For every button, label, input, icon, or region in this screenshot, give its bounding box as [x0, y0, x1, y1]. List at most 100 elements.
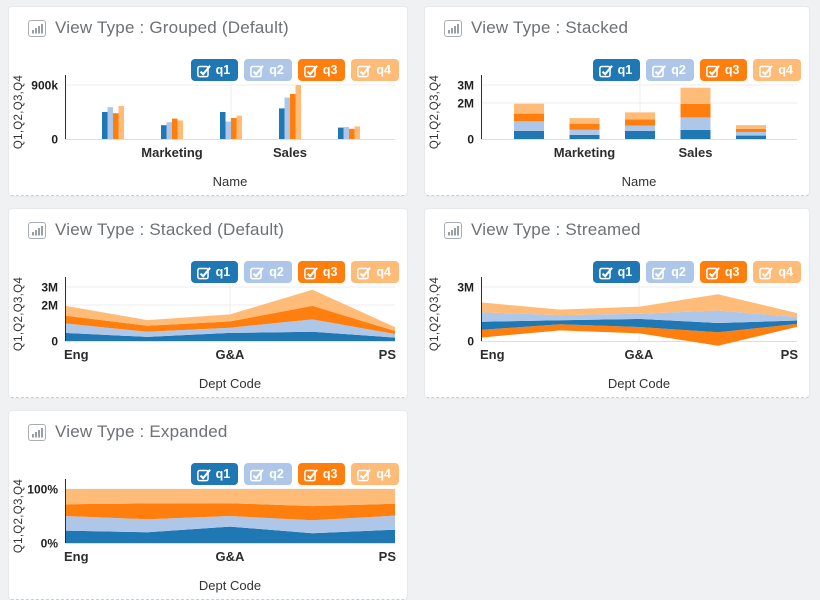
bar-segment-q2[interactable] — [680, 117, 711, 130]
legend-label: q2 — [269, 467, 284, 481]
bar-chart-icon — [444, 221, 462, 239]
bar-segment-q3[interactable] — [625, 119, 655, 126]
x-tick-label: G&A — [216, 347, 246, 362]
bar-q3[interactable] — [113, 113, 119, 139]
y-tick-label: 0 — [51, 335, 58, 349]
x-tick-label: Eng — [64, 347, 89, 362]
bar-segment-q1[interactable] — [736, 135, 766, 139]
stream-layer-q3[interactable] — [481, 323, 797, 346]
stream-layer-q2[interactable] — [481, 310, 797, 324]
bar-q1[interactable] — [279, 108, 285, 139]
legend-toggle-q2[interactable]: q2 — [646, 59, 694, 81]
bar-segment-q3[interactable] — [736, 128, 766, 132]
bar-segment-q2[interactable] — [569, 129, 600, 135]
stream-layer-q1[interactable] — [481, 318, 797, 333]
bar-q2[interactable] — [166, 122, 173, 139]
checkbox-checked-icon — [196, 468, 211, 481]
x-tick-label: Sales — [679, 145, 713, 160]
area-q4[interactable] — [65, 489, 395, 507]
x-tick-label: PS — [781, 347, 799, 362]
legend-toggle-q4[interactable]: q4 — [351, 463, 399, 485]
legend-toggle-q3[interactable]: q3 — [297, 463, 346, 485]
legend-toggle-q1[interactable]: q1 — [190, 463, 239, 485]
bar-segment-q2[interactable] — [736, 131, 766, 136]
legend-toggle-q1[interactable]: q1 — [592, 261, 641, 283]
legend-toggle-q4[interactable]: q4 — [753, 261, 801, 283]
legend-toggle-q1[interactable]: q1 — [190, 261, 239, 283]
bar-q3[interactable] — [172, 118, 178, 139]
legend-toggle-q2[interactable]: q2 — [244, 59, 292, 81]
y-tick-label: 0 — [51, 133, 58, 147]
panel-expanded: 100% 0% Eng G&A PS Dept Code Q1,Q2,Q3,Q4 View T… — [8, 410, 408, 600]
checkbox-checked-icon — [652, 64, 667, 77]
legend-toggle-q2[interactable]: q2 — [244, 261, 292, 283]
bar-q2[interactable] — [107, 107, 114, 139]
y-axis-label: Q1,Q2,Q3,Q4 — [13, 479, 25, 554]
legend-toggle-q2[interactable]: q2 — [244, 463, 292, 485]
bar-segment-q1[interactable] — [514, 130, 544, 139]
bar-q3[interactable] — [349, 128, 355, 139]
legend-label: q3 — [322, 265, 338, 279]
area-q1[interactable] — [65, 331, 395, 341]
bar-segment-q1[interactable] — [625, 130, 655, 139]
legend: q1 q2 q3 q4 — [592, 59, 801, 81]
panel-title: View Type : Streamed — [471, 220, 641, 239]
bar-q4[interactable] — [295, 85, 302, 139]
legend-toggle-q4[interactable]: q4 — [753, 59, 801, 81]
bar-segment-q3[interactable] — [514, 113, 544, 122]
bar-q2[interactable] — [343, 127, 350, 139]
panel-stacked: 3M 2M 0 Marketing Sales Name Q1,Q2,Q3,Q4 View T… — [424, 6, 810, 196]
bar-q3[interactable] — [290, 94, 296, 139]
legend-toggle-q3[interactable]: q3 — [297, 59, 346, 81]
area-q1[interactable] — [65, 526, 395, 543]
checkbox-checked-icon — [250, 468, 265, 481]
bar-segment-q3[interactable] — [569, 123, 600, 130]
bar-segment-q3[interactable] — [680, 103, 711, 118]
bar-segment-q2[interactable] — [625, 125, 655, 131]
bar-q4[interactable] — [177, 120, 184, 139]
bar-q3[interactable] — [231, 118, 237, 139]
area-q3[interactable] — [65, 305, 395, 334]
area-q2[interactable] — [65, 319, 395, 338]
bar-q4[interactable] — [236, 115, 243, 139]
bar-q2[interactable] — [284, 97, 291, 139]
panel-title: View Type : Stacked — [471, 18, 629, 37]
panel-title: View Type : Grouped (Default) — [55, 18, 289, 37]
checkbox-checked-icon — [303, 266, 318, 279]
bar-q1[interactable] — [220, 112, 226, 139]
bar-q1[interactable] — [338, 127, 344, 139]
bar-q4[interactable] — [118, 106, 125, 139]
bar-q1[interactable] — [102, 112, 108, 139]
x-tick-label: G&A — [625, 347, 655, 362]
y-tick-label: 0 — [467, 335, 474, 349]
bar-segment-q4[interactable] — [514, 103, 544, 114]
legend-toggle-q3[interactable]: q3 — [699, 59, 748, 81]
stream-layer-q4[interactable] — [481, 294, 797, 317]
legend-toggle-q2[interactable]: q2 — [646, 261, 694, 283]
bar-segment-q1[interactable] — [569, 134, 600, 139]
legend-toggle-q3[interactable]: q3 — [699, 261, 748, 283]
bar-q1[interactable] — [161, 125, 167, 139]
bar-q2[interactable] — [225, 121, 232, 139]
bar-segment-q4[interactable] — [736, 125, 766, 129]
bar-segment-q2[interactable] — [514, 121, 544, 131]
legend-toggle-q4[interactable]: q4 — [351, 261, 399, 283]
legend-toggle-q3[interactable]: q3 — [297, 261, 346, 283]
x-axis-title: Name — [213, 174, 248, 189]
legend-toggle-q4[interactable]: q4 — [351, 59, 399, 81]
legend-toggle-q1[interactable]: q1 — [592, 59, 641, 81]
legend: q1 q2 q3 q4 — [190, 463, 399, 485]
checkbox-checked-icon — [357, 468, 372, 481]
bar-segment-q4[interactable] — [569, 118, 600, 124]
bar-q4[interactable] — [354, 126, 361, 139]
legend: q1 q2 q3 q4 — [190, 59, 399, 81]
area-q4[interactable] — [65, 289, 395, 331]
checkbox-checked-icon — [250, 266, 265, 279]
area-q3[interactable] — [65, 503, 395, 521]
bar-segment-q1[interactable] — [680, 129, 711, 139]
bar-segment-q4[interactable] — [625, 112, 655, 120]
legend-toggle-q1[interactable]: q1 — [190, 59, 239, 81]
bar-chart-icon — [28, 19, 46, 37]
bar-segment-q4[interactable] — [680, 87, 711, 104]
area-q2[interactable] — [65, 515, 395, 534]
